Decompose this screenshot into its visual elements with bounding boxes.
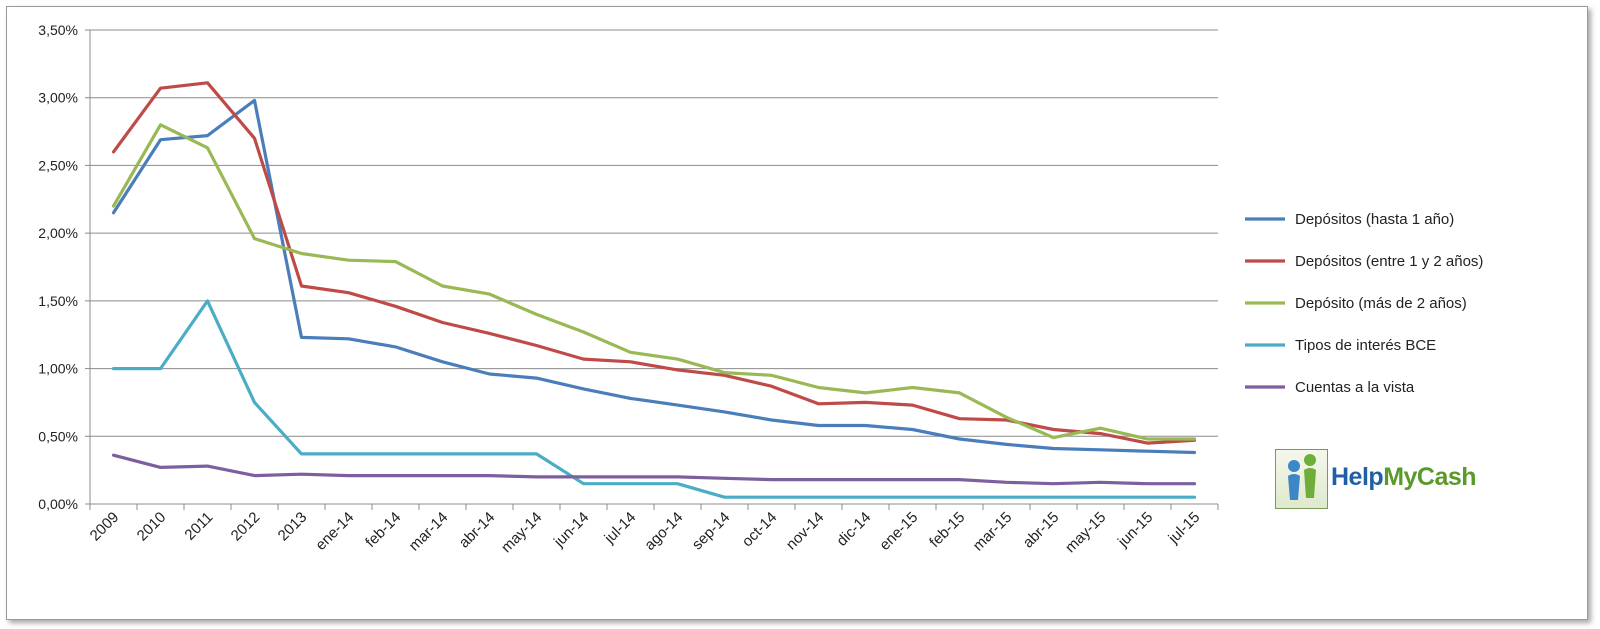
x-tick-label: feb-15 (926, 509, 968, 551)
series-line (111, 453, 1197, 486)
x-tick-label: ene-14 (312, 509, 357, 554)
x-tick-label: ene-15 (876, 509, 921, 554)
series-line (111, 299, 1197, 499)
x-tick-label: nov-14 (783, 509, 827, 553)
x-tick-label: 2009 (87, 509, 123, 545)
x-tick-label: abr-15 (1020, 509, 1063, 552)
x-tick-label: may-14 (498, 509, 545, 556)
x-tick-label: 2010 (134, 509, 170, 545)
logo-text-help: Help (1331, 463, 1384, 491)
y-tick-label: 3,50% (38, 22, 78, 38)
y-tick-label: 3,00% (38, 90, 78, 106)
legend-label: Depósitos (hasta 1 año) (1295, 211, 1454, 228)
logo-icon (1275, 449, 1328, 509)
x-tick-label: jun-14 (550, 509, 592, 551)
y-tick-label: 0,00% (38, 496, 78, 512)
x-tick-label: feb-14 (362, 509, 404, 551)
y-axis-ticks: 0,00% 0,50% 1,00% 1,50% 2,00% 2,50% 3,00% 3,50% (38, 22, 90, 512)
legend: Depósitos (hasta 1 año) Depósitos (entre … (1245, 211, 1483, 396)
series-line (111, 81, 1197, 445)
series-line (111, 123, 1197, 441)
x-tick-label: 2011 (181, 509, 216, 544)
legend-label: Depósitos (entre 1 y 2 años) (1295, 253, 1483, 270)
x-tick-label: 2012 (228, 509, 264, 545)
series-line (111, 98, 1197, 455)
x-tick-label: jul-15 (1165, 509, 1204, 548)
legend-label: Cuentas a la vista (1295, 379, 1415, 396)
y-tick-label: 1,00% (38, 361, 78, 377)
x-tick-label: jul-14 (601, 509, 640, 548)
x-tick-label: dic-14 (833, 509, 874, 550)
x-tick-label: ago-14 (641, 509, 686, 554)
x-tick-label: mar-15 (970, 509, 1016, 555)
chart-frame (6, 6, 1588, 620)
x-tick-label: mar-14 (406, 509, 452, 555)
x-tick-label: oct-14 (739, 509, 781, 551)
logo-text: HelpMyCash (1331, 463, 1477, 492)
logo-text-mycash: MyCash (1383, 463, 1477, 491)
series-lines (111, 81, 1197, 499)
x-axis-ticks: 2009 2010 2011 2012 2013 ene-14 feb-14 mar-14 ab… (87, 504, 1219, 556)
x-tick-label: 2013 (275, 509, 311, 545)
x-tick-label: jun-15 (1114, 509, 1156, 551)
legend-label: Depósito (más de 2 años) (1295, 295, 1467, 312)
grid-lines (89, 29, 1218, 505)
y-tick-label: 2,50% (38, 157, 78, 173)
legend-label: Tipos de interés BCE (1295, 337, 1436, 354)
x-tick-label: may-15 (1062, 509, 1109, 556)
y-tick-label: 0,50% (38, 428, 78, 444)
x-tick-label: sep-14 (689, 509, 733, 553)
helpmycash-logo: HelpMyCash (1275, 449, 1477, 511)
y-tick-label: 1,50% (38, 293, 78, 309)
x-tick-label: abr-14 (456, 509, 499, 552)
y-tick-label: 2,00% (38, 225, 78, 241)
